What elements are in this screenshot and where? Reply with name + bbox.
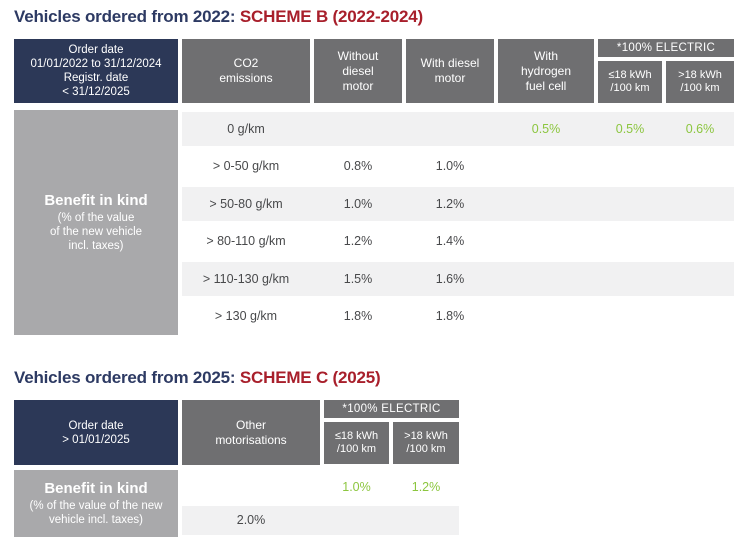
benefit-subtitle-line: (% of the value of the new — [29, 500, 163, 512]
table-row: > 110-130 g/km 1.5% 1.6% — [182, 260, 734, 298]
table-row: 2.0% — [182, 503, 459, 537]
header-line: Registr. date — [63, 72, 129, 84]
electric-group-header: *100% ELECTRIC ≤18 kWh /100 km >18 kWh /… — [324, 400, 459, 465]
header-line: diesel — [342, 63, 374, 78]
scheme-c-header-row: Order date > 01/01/2025 Other motorisati… — [14, 400, 459, 465]
benefit-subtitle-line: incl. taxes) — [68, 240, 124, 252]
co2-emissions-header-cell: CO2 emissions — [182, 39, 310, 103]
scheme-b-title-scheme: SCHEME B (2022-2024) — [239, 7, 423, 26]
header-line: Order date — [68, 419, 124, 432]
header-line: motor — [434, 71, 466, 85]
electric-gt18-header-cell: >18 kWh /100 km — [393, 422, 459, 464]
table-row: > 50-80 g/km 1.0% 1.2% — [182, 185, 734, 223]
header-line: With — [534, 48, 558, 63]
co2-range-cell: > 50-80 g/km — [209, 196, 283, 211]
header-line: CO2 — [233, 56, 259, 70]
header-line: /100 km — [610, 82, 650, 94]
with-diesel-value: 1.2% — [435, 196, 465, 211]
scheme-c-rows: 1.0% 1.2% 2.0% — [182, 470, 459, 537]
electric-group-header: *100% ELECTRIC ≤18 kWh /100 km >18 kWh /… — [598, 39, 734, 103]
electric-le18-header-cell: ≤18 kWh /100 km — [598, 61, 662, 103]
scheme-b-header-row: Order date 01/01/2022 to 31/12/2024 Regi… — [14, 39, 734, 103]
header-line: With diesel — [420, 56, 480, 70]
header-line: ≤18 kWh — [608, 68, 652, 81]
with-diesel-value: 1.8% — [435, 309, 465, 324]
header-line: Other — [235, 417, 266, 432]
other-motorisations-value: 2.0% — [236, 513, 266, 528]
electric-le18-value: 0.5% — [615, 121, 645, 136]
co2-range-cell: > 80-110 g/km — [206, 234, 286, 249]
other-motorisations-header-cell: Other motorisations — [182, 400, 320, 465]
benefit-in-kind-label: Benefit in kind — [44, 192, 148, 209]
electric-group-label: *100% ELECTRIC — [598, 39, 734, 57]
electric-le18-value: 1.0% — [342, 479, 371, 494]
scheme-b-order-date-header-cell: Order date 01/01/2022 to 31/12/2024 Regi… — [14, 39, 178, 103]
header-line: 01/01/2022 to 31/12/2024 — [30, 58, 162, 70]
scheme-c-benefit-in-kind-cell: Benefit in kind (% of the value of the n… — [14, 470, 178, 537]
header-line: /100 km — [336, 443, 377, 455]
benefit-subtitle-line: vehicle incl. taxes) — [49, 514, 143, 526]
scheme-b-title: Vehicles ordered from 2022: SCHEME B (20… — [14, 7, 423, 27]
header-line: fuel cell — [525, 78, 567, 93]
header-line: emissions — [219, 71, 273, 85]
header-line: Without — [337, 48, 379, 63]
header-line: motor — [342, 78, 374, 93]
with-diesel-value: 1.0% — [435, 159, 465, 174]
table-row: 0 g/km 0.5% 0.5% 0.6% — [182, 110, 734, 148]
benefit-subtitle-line: of the new vehicle — [49, 226, 143, 238]
without-diesel-value: 1.5% — [343, 271, 373, 286]
table-row: > 0-50 g/km 0.8% 1.0% — [182, 148, 734, 186]
electric-gt18-value: 0.6% — [685, 121, 715, 136]
scheme-b-rows: 0 g/km 0.5% 0.5% 0.6% > 0-50 g/km 0.8% 1… — [182, 110, 734, 335]
header-line: /100 km — [406, 443, 446, 455]
without-diesel-value: 1.0% — [343, 196, 373, 211]
co2-range-cell: > 0-50 g/km — [212, 159, 280, 174]
header-line: Order date — [68, 44, 124, 56]
with-diesel-value: 1.4% — [435, 234, 465, 249]
scheme-c-order-date-header-cell: Order date > 01/01/2025 — [14, 400, 178, 465]
header-line: >18 kWh — [404, 429, 448, 442]
electric-group-label: *100% ELECTRIC — [324, 400, 459, 418]
scheme-c-title-prefix: Vehicles ordered from 2025: — [14, 368, 236, 387]
benefit-subtitle-line: (% of the value — [57, 212, 135, 224]
scheme-c-title: Vehicles ordered from 2025: SCHEME C (20… — [14, 368, 381, 388]
hydrogen-value: 0.5% — [531, 121, 561, 136]
with-diesel-header-cell: With diesel motor — [406, 39, 494, 103]
co2-range-cell: > 110-130 g/km — [202, 271, 290, 286]
header-line: hydrogen — [520, 63, 572, 78]
electric-gt18-value: 1.2% — [411, 479, 441, 494]
benefit-in-kind-label: Benefit in kind — [44, 480, 148, 497]
scheme-b-title-prefix: Vehicles ordered from 2022: — [14, 7, 236, 26]
scheme-b-benefit-in-kind-cell: Benefit in kind (% of the value of the n… — [14, 110, 178, 335]
scheme-c-title-scheme: SCHEME C (2025) — [239, 368, 381, 387]
table-row: > 80-110 g/km 1.2% 1.4% — [182, 223, 734, 261]
without-diesel-header-cell: Without diesel motor — [314, 39, 402, 103]
header-line: ≤18 kWh — [334, 429, 379, 442]
with-diesel-value: 1.6% — [435, 271, 465, 286]
electric-le18-header-cell: ≤18 kWh /100 km — [324, 422, 389, 464]
hydrogen-fuel-cell-header-cell: With hydrogen fuel cell — [498, 39, 594, 103]
table-row: > 130 g/km 1.8% 1.8% — [182, 298, 734, 336]
without-diesel-value: 1.2% — [343, 234, 373, 249]
header-line: < 31/12/2025 — [62, 86, 130, 98]
without-diesel-value: 0.8% — [343, 159, 373, 174]
header-line: motorisations — [215, 432, 287, 447]
co2-range-cell: > 130 g/km — [214, 309, 278, 324]
without-diesel-value: 1.8% — [343, 309, 373, 324]
co2-range-cell: 0 g/km — [227, 121, 265, 136]
electric-gt18-header-cell: >18 kWh /100 km — [666, 61, 734, 103]
header-line: >18 kWh — [678, 68, 722, 81]
header-line: > 01/01/2025 — [62, 433, 130, 446]
table-row: 1.0% 1.2% — [182, 470, 459, 504]
header-line: /100 km — [680, 82, 720, 94]
